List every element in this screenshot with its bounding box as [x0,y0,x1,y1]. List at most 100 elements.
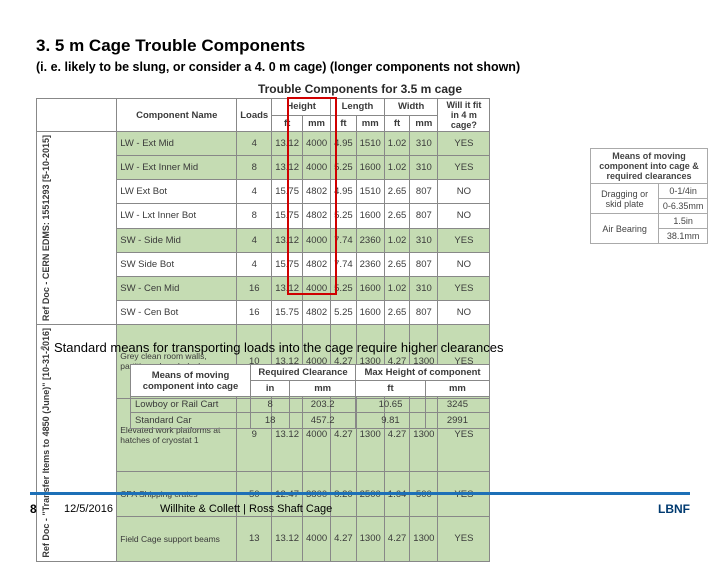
cell: LW - Ext Inner Mid [117,156,237,180]
clearance-table-container: Means of moving component into cage Requ… [130,364,490,429]
cell: YES [438,228,490,252]
footer-org: LBNF [658,502,690,516]
cell: 203.2 [290,397,356,413]
cell: 2360 [356,252,384,276]
cell: 1510 [356,132,384,156]
cell: 10.65 [356,397,426,413]
main-table-title: Trouble Components for 3.5 m cage [36,82,684,96]
cell: 8 [251,397,290,413]
col2-mm2: mm [425,381,489,397]
side-r2-c: 38.1mm [659,229,708,244]
cell: 16 [237,276,272,300]
cell: 8 [237,156,272,180]
cell: SW Side Bot [117,252,237,276]
cell: 2360 [356,228,384,252]
cell: LW - Lxt Inner Bot [117,204,237,228]
cell: 15.75 [272,204,303,228]
cell: 13.12 [272,516,303,561]
cell: 13.12 [272,228,303,252]
col-fit: Will it fit in 4 m cage? [438,99,490,132]
cell: 4.27 [331,516,357,561]
cell: YES [438,132,490,156]
cell: 1.02 [384,276,410,300]
cell: 457.2 [290,413,356,429]
cell: 4 [237,180,272,204]
cell: 310 [410,156,438,180]
col-h-ft: ft [272,115,303,132]
col2-ft: ft [356,381,426,397]
slide-title: 3. 5 m Cage Trouble Components [36,36,305,56]
col-w-mm: mm [410,115,438,132]
cell: 1.02 [384,228,410,252]
table-row: Lowboy or Rail Cart8203.210.653245 [131,397,490,413]
cell: 7.74 [331,252,357,276]
cell: 4802 [303,252,331,276]
side-r1-b: 0-1/4in [659,184,708,199]
col2-means: Means of moving component into cage [131,365,251,397]
footer-rule [30,492,690,495]
cell: 15.75 [272,252,303,276]
cell: 1.02 [384,156,410,180]
cell: 5.25 [331,204,357,228]
cell: 2.65 [384,252,410,276]
cell: 5.25 [331,156,357,180]
cell: 1300 [410,516,438,561]
cell: 13.12 [272,276,303,300]
cell: 1600 [356,204,384,228]
cell: SW - Side Mid [117,228,237,252]
main-table-container: Trouble Components for 3.5 m cage Compon… [36,82,684,562]
cell: NO [438,252,490,276]
cell: 1600 [356,300,384,324]
cell: 18 [251,413,290,429]
cell: 1600 [356,156,384,180]
cell: 5.25 [331,276,357,300]
cell: 13.12 [272,132,303,156]
table-row: Standard Car18457.29.812991 [131,413,490,429]
side-r2-b: 1.5in [659,214,708,229]
col-width: Width [384,99,438,116]
cell: 807 [410,252,438,276]
cell: 4000 [303,156,331,180]
col-loads: Loads [237,99,272,132]
cell: 1.02 [384,132,410,156]
cell: 4.95 [331,180,357,204]
cell: LW - Ext Mid [117,132,237,156]
cell: YES [438,516,490,561]
col2-maxheight: Max Height of component [356,365,490,381]
cell: 2991 [425,413,489,429]
cell: 2.65 [384,300,410,324]
cell: 5.25 [331,300,357,324]
page-number: 8 [30,502,37,516]
cell: 1510 [356,180,384,204]
side-r1-c: 0-6.35mm [659,199,708,214]
cell: LW Ext Bot [117,180,237,204]
cell: 8 [237,204,272,228]
cell: 1600 [356,276,384,300]
col-length: Length [331,99,385,116]
footer-authors: Willhite & Collett | Ross Shaft Cage [160,503,332,515]
col-height: Height [272,99,331,116]
side-r1-name: Dragging or skid plate [591,184,659,214]
table-row: Ref Doc - CERN EDMS: 1551293 [5-10-2015]… [37,132,490,156]
cell: 7.74 [331,228,357,252]
cell: 13 [237,516,272,561]
cell: SW - Cen Bot [117,300,237,324]
cell: YES [438,276,490,300]
col-w-ft: ft [384,115,410,132]
refdoc-1: Ref Doc - CERN EDMS: 1551293 [5-10-2015] [40,133,54,323]
cell: 4000 [303,516,331,561]
clearance-table: Means of moving component into cage Requ… [130,364,490,429]
col-h-mm: mm [303,115,331,132]
cell: 310 [410,132,438,156]
cell: 3245 [425,397,489,413]
cell: Standard Car [131,413,251,429]
cell: 13.12 [272,156,303,180]
cell: SW - Cen Mid [117,276,237,300]
cell: 4.27 [384,516,410,561]
side-info-panel: Means of moving component into cage & re… [590,148,708,244]
cell: 2.65 [384,180,410,204]
cell: 4000 [303,276,331,300]
col-l-mm: mm [356,115,384,132]
cell: 807 [410,204,438,228]
cell: 4 [237,132,272,156]
